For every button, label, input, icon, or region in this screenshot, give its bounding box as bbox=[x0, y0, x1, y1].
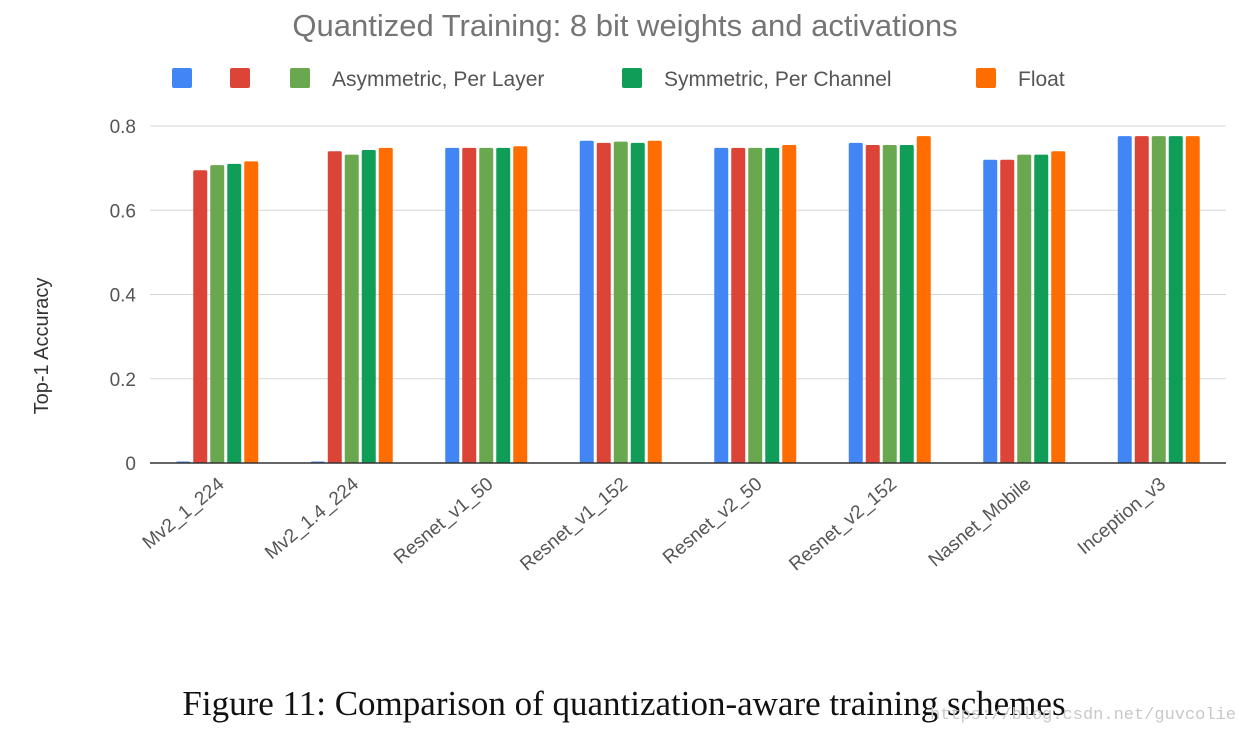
bar bbox=[1134, 136, 1149, 464]
legend-label: Float bbox=[1018, 68, 1065, 91]
y-tick-label: 0.6 bbox=[110, 201, 136, 222]
bar bbox=[1034, 154, 1049, 463]
bar bbox=[916, 136, 931, 464]
bar bbox=[647, 140, 662, 463]
bar bbox=[714, 147, 729, 463]
bar bbox=[1051, 151, 1066, 463]
bar bbox=[848, 142, 863, 463]
x-tick-label: Mv2_1_224 bbox=[139, 473, 229, 553]
bar bbox=[731, 147, 746, 463]
bar bbox=[613, 141, 628, 463]
x-axis-categories: Mv2_1_224 Mv2_1.4_224 Resnet_v1_50 Resnet_v… bbox=[139, 473, 1170, 575]
x-tick-label: Resnet_v2_50 bbox=[659, 474, 766, 569]
bar bbox=[344, 154, 359, 463]
bar bbox=[579, 140, 594, 463]
bar bbox=[748, 147, 763, 463]
legend-label: Symmetric, Per Channel bbox=[664, 68, 892, 91]
x-tick-label: Inception_v3 bbox=[1074, 474, 1170, 559]
y-axis-ticks: 0 0.2 0.4 0.6 0.8 bbox=[110, 117, 137, 475]
bar bbox=[193, 170, 208, 463]
bar-chart: Quantized Training: 8 bit weights and ac… bbox=[31, 8, 1226, 575]
bar bbox=[244, 161, 259, 463]
bar bbox=[1185, 136, 1200, 464]
legend-swatch bbox=[622, 68, 642, 88]
bar bbox=[865, 144, 880, 464]
bar bbox=[765, 147, 780, 463]
legend-swatch bbox=[290, 68, 310, 88]
x-tick-label: Resnet_v1_152 bbox=[516, 474, 631, 576]
bar bbox=[361, 150, 376, 464]
x-tick-label: Resnet_v2_152 bbox=[785, 474, 900, 576]
watermark: https://blog.csdn.net/guvcolie bbox=[929, 706, 1236, 725]
legend-swatch bbox=[976, 68, 996, 88]
bar bbox=[513, 146, 528, 463]
bar bbox=[327, 151, 342, 463]
bar bbox=[445, 147, 460, 463]
legend-swatch bbox=[172, 68, 192, 88]
bar bbox=[1151, 136, 1166, 464]
bar bbox=[782, 144, 797, 464]
bar bbox=[630, 142, 645, 463]
figure-caption: Figure 11: Comparison of quantization-aw… bbox=[182, 684, 1066, 723]
legend: Asymmetric, Per Layer Symmetric, Per Chan… bbox=[172, 68, 1065, 91]
bar bbox=[227, 163, 242, 463]
bar bbox=[1000, 159, 1015, 463]
bar bbox=[378, 147, 393, 463]
legend-swatch bbox=[230, 68, 250, 88]
x-tick-label: Nasnet_Mobile bbox=[925, 474, 1036, 572]
bar bbox=[462, 147, 477, 463]
bar bbox=[882, 144, 897, 464]
chart-title: Quantized Training: 8 bit weights and ac… bbox=[292, 8, 957, 43]
bar bbox=[496, 147, 511, 463]
bar bbox=[983, 159, 998, 463]
bar bbox=[1168, 136, 1183, 464]
y-axis-label: Top-1 Accuracy bbox=[31, 278, 53, 415]
bar bbox=[210, 165, 225, 463]
x-tick-label: Resnet_v1_50 bbox=[390, 474, 497, 569]
y-tick-label: 0 bbox=[125, 454, 136, 475]
bar bbox=[479, 147, 494, 463]
x-tick-label: Mv2_1.4_224 bbox=[261, 473, 363, 563]
bar bbox=[899, 144, 914, 464]
y-tick-label: 0.2 bbox=[110, 370, 136, 391]
y-tick-label: 0.4 bbox=[110, 286, 137, 307]
bar bbox=[596, 142, 611, 463]
bar bbox=[1117, 136, 1132, 464]
bars bbox=[176, 136, 1200, 464]
bar bbox=[1017, 154, 1032, 463]
legend-label: Asymmetric, Per Layer bbox=[332, 68, 544, 91]
y-tick-label: 0.8 bbox=[110, 117, 136, 138]
